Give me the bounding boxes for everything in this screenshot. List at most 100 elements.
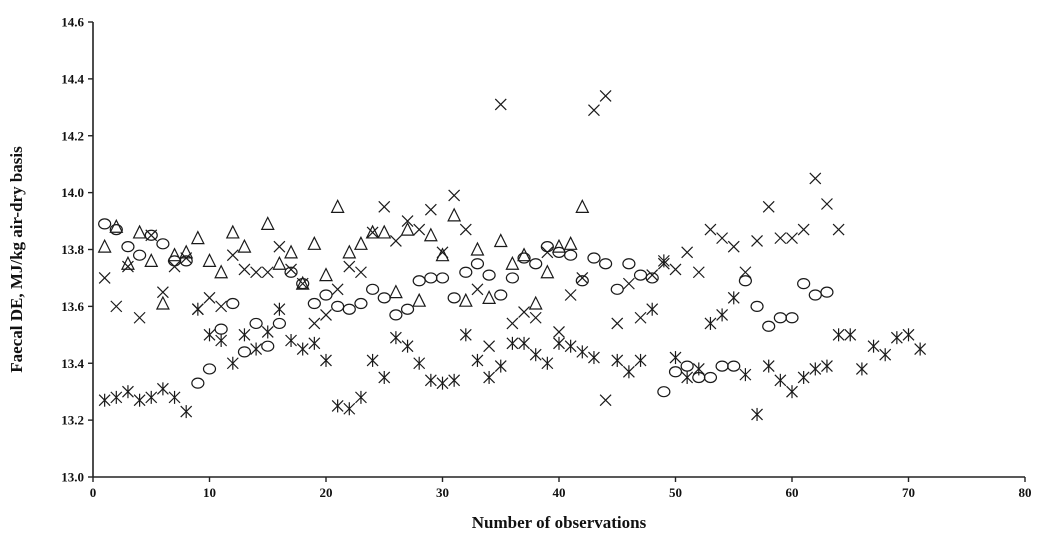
- circle-point: [156, 238, 170, 250]
- circle-point: [179, 255, 193, 267]
- triangle-point: [319, 267, 333, 282]
- x-point: [564, 289, 577, 301]
- x-point: [308, 317, 321, 330]
- circle-point: [645, 272, 659, 284]
- asterisk-point: [389, 331, 402, 345]
- asterisk-point: [506, 336, 519, 350]
- asterisk-point: [716, 308, 729, 322]
- circle-point: [738, 275, 753, 287]
- x-point: [599, 90, 612, 102]
- series-asterisk: [98, 254, 927, 421]
- triangle-point: [120, 255, 135, 270]
- y-tick-label: 14.4: [61, 71, 84, 86]
- circle-point: [727, 360, 741, 372]
- asterisk-point: [529, 348, 542, 362]
- triangle-point: [528, 295, 543, 310]
- asterisk-point: [226, 356, 239, 370]
- triangle-point: [353, 235, 368, 250]
- x-point: [483, 340, 496, 353]
- triangle-point: [423, 227, 438, 242]
- y-tick-label: 13.4: [61, 356, 84, 371]
- asterisk-point: [692, 362, 705, 376]
- circle-point: [424, 272, 438, 284]
- asterisk-point: [681, 370, 694, 384]
- circle-point: [668, 366, 683, 378]
- triangle-point: [342, 244, 357, 259]
- x-tick-label: 80: [1019, 485, 1032, 500]
- triangle-point: [377, 224, 392, 239]
- circle-point: [354, 297, 368, 310]
- x-point: [226, 249, 239, 262]
- circle-point: [657, 386, 671, 398]
- x-point: [203, 291, 216, 304]
- x-point: [832, 223, 845, 236]
- x-point: [739, 266, 752, 279]
- circle-point: [249, 317, 263, 330]
- asterisk-point: [809, 362, 822, 376]
- triangle-point: [505, 255, 520, 270]
- circle-point: [366, 283, 380, 295]
- x-point: [646, 269, 659, 282]
- asterisk-point: [541, 356, 554, 370]
- asterisk-point: [110, 390, 123, 404]
- x-point: [471, 283, 484, 296]
- x-point: [389, 235, 402, 247]
- triangle-point: [155, 295, 170, 310]
- circle-point: [587, 252, 601, 264]
- asterisk-point: [378, 370, 391, 384]
- asterisk-point: [483, 370, 496, 384]
- x-point: [797, 223, 810, 236]
- x-point: [762, 200, 775, 213]
- circle-point: [715, 360, 729, 372]
- x-point: [436, 246, 449, 259]
- x-point: [413, 223, 426, 236]
- asterisk-point: [553, 336, 565, 350]
- circle-point: [750, 300, 764, 312]
- x-point: [692, 266, 705, 279]
- series-triangle: [97, 199, 590, 310]
- y-tick-label: 14.0: [61, 185, 84, 200]
- x-point: [355, 266, 367, 279]
- x-point: [331, 283, 344, 296]
- circle-point: [447, 292, 461, 304]
- triangle-point: [458, 292, 473, 307]
- asterisk-point: [215, 334, 228, 347]
- circle-point: [331, 300, 345, 312]
- x-tick-label: 30: [436, 485, 449, 500]
- circle-point: [494, 289, 508, 301]
- x-point: [576, 272, 589, 284]
- circle-point: [377, 292, 391, 304]
- x-point: [378, 200, 391, 213]
- triangle-point: [202, 253, 217, 267]
- asterisk-point: [762, 359, 775, 373]
- circle-point: [540, 241, 554, 253]
- asterisk-point: [564, 339, 577, 353]
- triangle-point: [260, 216, 275, 231]
- circle-point: [680, 360, 694, 372]
- y-axis-title: Faecal DE, MJ/kg air-dry basis: [7, 146, 26, 373]
- x-point: [611, 317, 624, 330]
- x-point: [98, 272, 111, 284]
- x-tick-label: 50: [669, 485, 682, 500]
- x-point: [634, 311, 647, 324]
- triangle-point: [330, 199, 345, 213]
- x-tick-label: 40: [553, 485, 566, 500]
- asterisk-point: [413, 356, 426, 370]
- triangle-point: [493, 233, 508, 248]
- x-point: [133, 311, 146, 324]
- triangle-point: [388, 284, 403, 299]
- asterisk-point: [914, 342, 927, 356]
- circle-point: [435, 272, 450, 284]
- asterisk-point: [786, 385, 798, 399]
- asterisk-point: [669, 351, 682, 365]
- data-points: [97, 90, 927, 421]
- asterisk-point: [168, 390, 181, 404]
- axes: [88, 21, 1026, 482]
- asterisk-point: [133, 393, 146, 407]
- circle-point: [400, 303, 415, 315]
- asterisk-point: [611, 353, 624, 367]
- y-tick-label: 13.0: [61, 470, 84, 485]
- x-point: [774, 232, 787, 245]
- asterisk-point: [320, 353, 332, 367]
- triangle-point: [132, 224, 147, 239]
